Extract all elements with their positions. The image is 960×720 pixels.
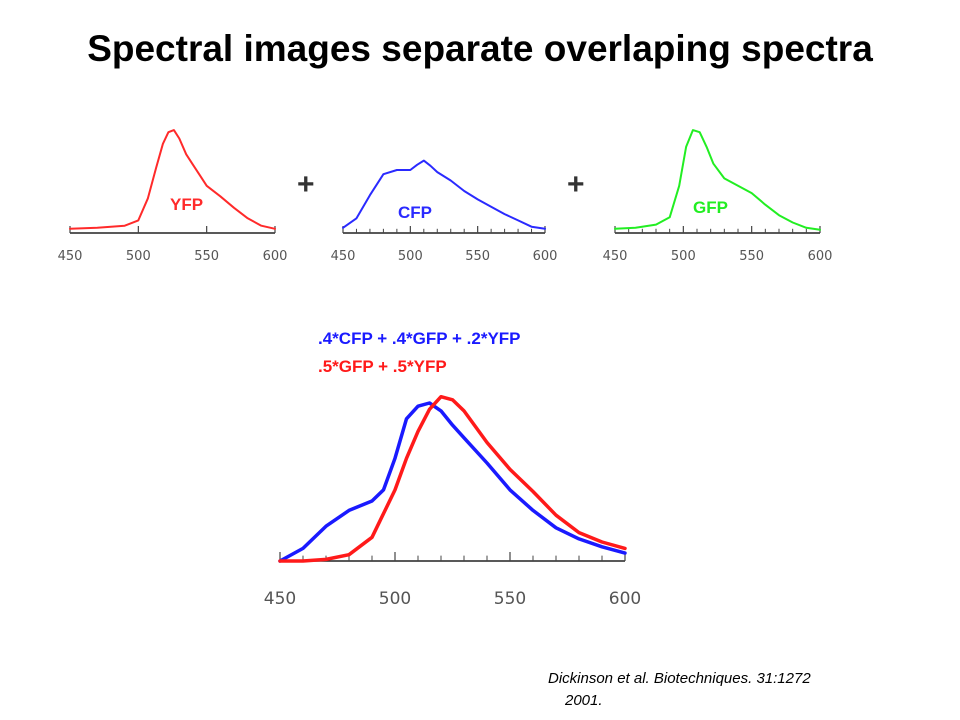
x-tick-label: 550: [494, 589, 526, 609]
series-line-0: [278, 401, 627, 563]
plus-sign-1: +: [297, 168, 315, 201]
x-tick-label: 450: [331, 249, 356, 264]
x-tick-label: 500: [398, 249, 423, 264]
x-tick-label: 600: [263, 249, 288, 264]
x-tick-label: 550: [465, 249, 490, 264]
x-tick-label: 500: [671, 249, 696, 264]
x-tick-label: 500: [379, 589, 411, 609]
x-tick-label: 450: [58, 249, 83, 264]
yfp-spectrum-chart: 450 500 550 600 YFP: [58, 129, 288, 264]
series-tag-label: YFP: [170, 195, 203, 214]
formula-red: .5*GFP + .5*YFP: [318, 357, 447, 376]
slide-title: Spectral images separate overlaping spec…: [87, 28, 873, 69]
x-tick-label: 600: [609, 589, 641, 609]
citation-line-2: 2001.: [565, 692, 603, 709]
x-tick-label: 500: [126, 249, 151, 264]
series-line-0: [69, 129, 276, 230]
x-tick-label: 550: [194, 249, 219, 264]
x-tick-label: 600: [808, 249, 833, 264]
plus-sign-2: +: [567, 168, 585, 201]
series-line-0: [342, 159, 546, 230]
citation-line-1: Dickinson et al. Biotechniques. 31:1272: [548, 670, 811, 687]
x-tick-label: 600: [533, 249, 558, 264]
x-tick-label: 450: [264, 589, 296, 609]
series-tag-label: GFP: [693, 198, 728, 217]
cfp-spectrum-chart: 450 500 550 600 CFP: [331, 159, 558, 264]
gfp-spectrum-chart: 450 500 550 600 GFP: [603, 129, 833, 264]
x-tick-label: 550: [739, 249, 764, 264]
formula-blue: .4*CFP + .4*GFP + .2*YFP: [318, 329, 521, 348]
combined-spectrum-chart: 450 500 550 600: [264, 394, 641, 609]
series-tag-label: CFP: [398, 203, 432, 222]
x-tick-label: 450: [603, 249, 628, 264]
series-line-0: [614, 129, 821, 231]
series-line-1: [278, 394, 627, 563]
